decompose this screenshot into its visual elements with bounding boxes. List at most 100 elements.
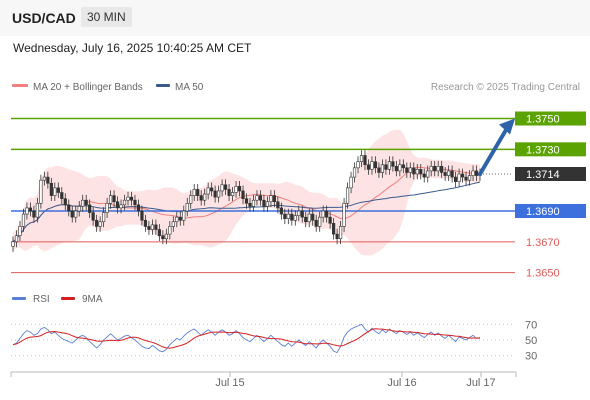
candle-body	[203, 193, 207, 201]
ma20-legend-swatch	[12, 84, 28, 87]
rsi-ma9-line	[12, 328, 481, 349]
candle-body	[401, 164, 405, 169]
candle-body	[314, 219, 318, 227]
candle-body	[237, 186, 242, 192]
candle-body	[436, 165, 440, 172]
projection-arrow-head	[499, 118, 515, 135]
ma50-legend-swatch	[156, 84, 170, 87]
price-levels-layer: 1.3750 1.3730 1.3714 1.3690 1.3670 1.3650	[11, 111, 586, 280]
candle-body	[304, 216, 308, 223]
ma50-legend-label: MA 50	[175, 82, 204, 93]
current-price-label: 1.3714	[526, 169, 560, 181]
candle-body	[325, 210, 329, 218]
timeframe-button[interactable]: 30 MIN	[81, 7, 132, 27]
resistance-level-box	[515, 142, 586, 157]
candle-body	[81, 199, 85, 207]
candle-body	[95, 219, 99, 227]
candle-body	[49, 182, 53, 196]
candle-body	[440, 165, 444, 173]
candle-body	[112, 195, 116, 203]
candle-body	[380, 164, 385, 173]
candle-body	[91, 212, 95, 221]
candle-body	[140, 210, 144, 221]
candle-body	[332, 223, 336, 235]
candle-body	[471, 170, 475, 176]
rsi-panel: 70 50 30	[11, 319, 537, 363]
candle-body	[67, 204, 71, 212]
candle-body	[370, 161, 374, 170]
candle-body	[391, 161, 395, 167]
projection-arrow-layer	[478, 118, 515, 176]
candle-body	[356, 161, 360, 169]
x-tick-label: Jul 16	[387, 377, 416, 389]
candle-body	[359, 155, 364, 162]
candle-body	[297, 210, 301, 216]
candle-body	[150, 224, 155, 230]
candle-body	[394, 165, 398, 172]
candle-body	[217, 190, 221, 198]
candle-body	[21, 213, 26, 227]
candle-body	[185, 202, 189, 212]
candle-body	[223, 184, 228, 190]
candle-body	[157, 229, 161, 236]
bollinger-band-area	[13, 129, 480, 256]
candle-body	[286, 213, 290, 220]
candle-body	[450, 170, 454, 178]
pivot-level-box	[515, 204, 586, 218]
support-level-label: 1.3670	[526, 237, 560, 249]
rsi-tick-label: 30	[525, 351, 537, 363]
candle-body	[290, 213, 294, 221]
candle-body	[108, 195, 113, 204]
ma9-legend-label: 9MA	[82, 294, 103, 305]
candle-body	[276, 201, 280, 209]
candle-body	[230, 192, 235, 196]
candle-body	[227, 189, 231, 196]
candle-body	[248, 202, 252, 207]
candle-body	[171, 221, 175, 227]
main-legend: MA 20 + Bollinger Bands MA 50 Research ©…	[12, 82, 580, 93]
projection-arrow-line	[478, 124, 510, 176]
candle-body	[53, 187, 57, 196]
symbol-label: USD/CAD	[12, 10, 76, 26]
candle-body	[115, 201, 120, 209]
candle-body	[398, 164, 402, 172]
candle-body	[244, 198, 249, 204]
support-level-label: 1.3650	[526, 268, 560, 280]
candle-body	[18, 226, 22, 236]
candle-body	[133, 199, 137, 206]
candle-body	[77, 206, 81, 212]
rsi-tick-label: 70	[525, 319, 537, 331]
candle-body	[28, 207, 33, 212]
rsi-legend: RSI 9MA	[12, 294, 103, 305]
candle-body	[265, 201, 270, 207]
candle-body	[35, 202, 39, 218]
candle-body	[251, 199, 256, 207]
rsi-tick-label: 50	[525, 335, 537, 347]
candle-body	[457, 173, 461, 183]
candle-body	[129, 196, 134, 201]
candle-body	[300, 210, 304, 218]
candle-body	[429, 165, 433, 172]
candle-body	[154, 224, 158, 230]
candle-body	[335, 233, 339, 240]
datetime-label: Wednesday, July 16, 2025 10:40:25 AM CET	[13, 41, 252, 55]
candle-body	[283, 213, 287, 220]
candle-body	[426, 170, 430, 178]
candle-body	[377, 167, 381, 173]
candle-body	[164, 233, 168, 240]
candle-body	[32, 210, 36, 218]
candle-body	[272, 195, 276, 203]
candle-body	[46, 176, 50, 184]
candle-body	[258, 195, 263, 201]
candle-body	[206, 187, 210, 195]
resistance-level-box	[515, 111, 586, 126]
candle-body	[213, 190, 217, 198]
ma9-legend-swatch	[61, 297, 75, 300]
candle-body	[433, 165, 437, 172]
candle-body	[196, 189, 200, 196]
candle-body	[84, 199, 88, 206]
candle-body	[175, 216, 179, 223]
rsi-legend-swatch	[12, 297, 26, 300]
candle-body	[11, 241, 15, 247]
